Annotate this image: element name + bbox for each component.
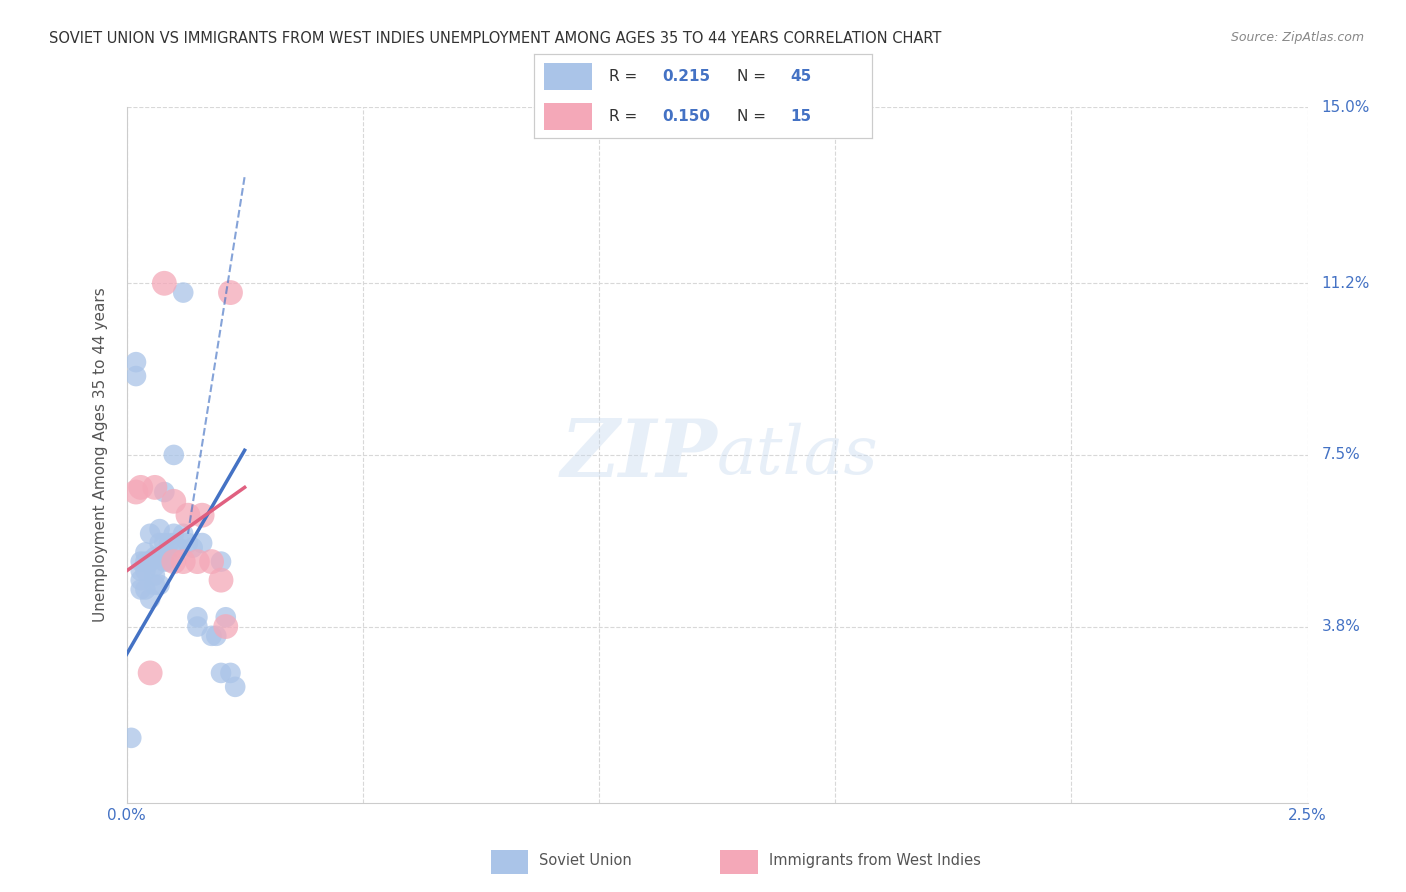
Point: [209, 555, 232, 569]
Point: [177, 508, 200, 523]
Point: [139, 526, 162, 541]
Point: [129, 573, 152, 587]
Text: 0.215: 0.215: [662, 69, 710, 84]
Point: [186, 610, 208, 624]
Point: [215, 619, 238, 633]
Point: [153, 555, 176, 569]
Point: [172, 285, 194, 300]
Text: 3.8%: 3.8%: [1322, 619, 1361, 634]
Point: [134, 545, 156, 559]
Bar: [491, 849, 529, 874]
Point: [129, 582, 152, 597]
Point: [163, 526, 186, 541]
Point: [125, 369, 148, 384]
Point: [172, 526, 194, 541]
Point: [129, 480, 152, 494]
Point: [200, 555, 222, 569]
Point: [153, 536, 176, 550]
Text: N =: N =: [737, 69, 770, 84]
Point: [134, 564, 156, 578]
Point: [167, 541, 190, 555]
Point: [129, 555, 152, 569]
Point: [134, 582, 156, 597]
Point: [186, 555, 208, 569]
Point: [149, 522, 172, 536]
Point: [219, 665, 242, 680]
Point: [209, 573, 232, 587]
FancyBboxPatch shape: [544, 62, 592, 90]
Point: [177, 536, 200, 550]
Text: 7.5%: 7.5%: [1322, 448, 1361, 462]
Point: [224, 680, 246, 694]
Point: [157, 536, 180, 550]
Point: [163, 494, 186, 508]
Point: [134, 555, 156, 569]
Point: [139, 665, 162, 680]
Point: [143, 480, 166, 494]
Point: [215, 610, 238, 624]
Point: [191, 536, 214, 550]
Point: [143, 559, 166, 574]
Point: [219, 285, 242, 300]
Text: Immigrants from West Indies: Immigrants from West Indies: [769, 854, 980, 868]
Text: 0.150: 0.150: [662, 109, 710, 124]
Point: [172, 555, 194, 569]
Text: SOVIET UNION VS IMMIGRANTS FROM WEST INDIES UNEMPLOYMENT AMONG AGES 35 TO 44 YEA: SOVIET UNION VS IMMIGRANTS FROM WEST IND…: [49, 31, 942, 46]
Point: [125, 485, 148, 500]
Point: [149, 549, 172, 564]
Point: [139, 555, 162, 569]
Point: [181, 541, 204, 555]
Bar: [720, 849, 758, 874]
Text: 11.2%: 11.2%: [1322, 276, 1369, 291]
Point: [125, 355, 148, 369]
Point: [139, 591, 162, 606]
Point: [157, 555, 180, 569]
Point: [186, 619, 208, 633]
Text: R =: R =: [609, 109, 641, 124]
Point: [191, 508, 214, 523]
Text: Soviet Union: Soviet Union: [538, 854, 631, 868]
Point: [143, 578, 166, 592]
Text: Source: ZipAtlas.com: Source: ZipAtlas.com: [1230, 31, 1364, 45]
Point: [129, 564, 152, 578]
Text: ZIP: ZIP: [560, 417, 717, 493]
Text: 15.0%: 15.0%: [1322, 100, 1369, 114]
Point: [143, 549, 166, 564]
Point: [149, 578, 172, 592]
Point: [149, 536, 172, 550]
Text: atlas: atlas: [717, 422, 879, 488]
Text: 15: 15: [790, 109, 811, 124]
Text: N =: N =: [737, 109, 770, 124]
Point: [163, 555, 186, 569]
Point: [153, 485, 176, 500]
Point: [205, 629, 228, 643]
Point: [120, 731, 142, 745]
Text: 45: 45: [790, 69, 813, 84]
Point: [163, 536, 186, 550]
Point: [209, 665, 232, 680]
Point: [200, 629, 222, 643]
Point: [143, 568, 166, 582]
FancyBboxPatch shape: [544, 103, 592, 130]
Text: R =: R =: [609, 69, 641, 84]
Point: [153, 277, 176, 291]
Y-axis label: Unemployment Among Ages 35 to 44 years: Unemployment Among Ages 35 to 44 years: [93, 287, 108, 623]
Point: [163, 448, 186, 462]
